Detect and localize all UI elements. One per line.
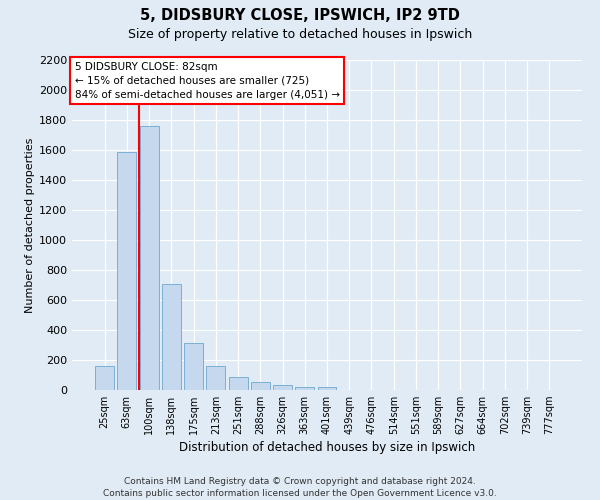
X-axis label: Distribution of detached houses by size in Ipswich: Distribution of detached houses by size … bbox=[179, 442, 475, 454]
Bar bbox=[118, 152, 136, 390]
Bar bbox=[273, 385, 292, 390]
Bar bbox=[95, 366, 114, 390]
Y-axis label: Number of detached properties: Number of detached properties bbox=[25, 138, 35, 312]
Bar bbox=[229, 378, 248, 390]
Text: Contains public sector information licensed under the Open Government Licence v3: Contains public sector information licen… bbox=[103, 488, 497, 498]
Bar bbox=[317, 388, 337, 390]
Text: 5 DIDSBURY CLOSE: 82sqm
← 15% of detached houses are smaller (725)
84% of semi-d: 5 DIDSBURY CLOSE: 82sqm ← 15% of detache… bbox=[74, 62, 340, 100]
Bar bbox=[251, 382, 270, 390]
Bar bbox=[140, 126, 158, 390]
Bar bbox=[295, 386, 314, 390]
Text: 5, DIDSBURY CLOSE, IPSWICH, IP2 9TD: 5, DIDSBURY CLOSE, IPSWICH, IP2 9TD bbox=[140, 8, 460, 22]
Text: Contains HM Land Registry data © Crown copyright and database right 2024.: Contains HM Land Registry data © Crown c… bbox=[124, 477, 476, 486]
Bar bbox=[206, 366, 225, 390]
Bar bbox=[162, 284, 181, 390]
Bar bbox=[184, 343, 203, 390]
Text: Size of property relative to detached houses in Ipswich: Size of property relative to detached ho… bbox=[128, 28, 472, 41]
